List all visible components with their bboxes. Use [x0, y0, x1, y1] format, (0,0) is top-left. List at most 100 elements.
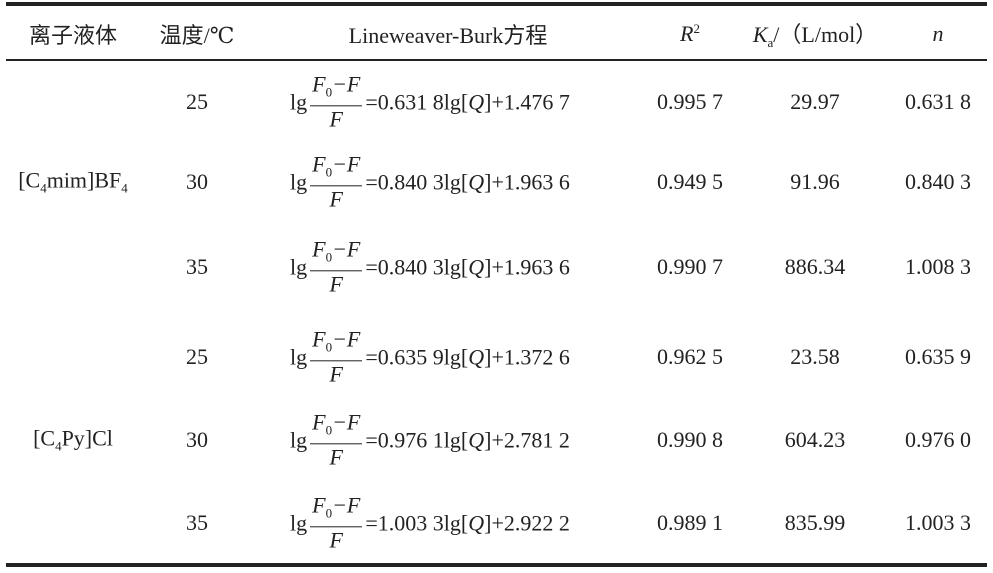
eq-text: F: [312, 409, 326, 435]
denominator: F: [328, 187, 345, 213]
eq-text: F: [329, 106, 343, 132]
r2-value: 0.995 7: [657, 89, 723, 114]
equation-cell: lg F0−F F =0.840 3lg[Q]+1.963 6: [290, 236, 570, 297]
temperature: 35: [186, 254, 208, 279]
n-value: 0.840 3: [905, 169, 971, 194]
eq-text: F: [329, 186, 343, 212]
header-ionic-liquid: 离子液体: [29, 18, 117, 50]
name-part: 4: [55, 438, 62, 454]
temperature: 25: [186, 89, 208, 114]
eq-text: F: [329, 444, 343, 470]
eq-text: ]+1.963 6: [484, 253, 570, 279]
denominator: F: [328, 272, 345, 298]
eq-sub: 0: [325, 339, 333, 355]
eq-text: =0.840 3lg[: [365, 253, 469, 279]
n-cell: 1.008 3: [905, 254, 971, 280]
temperature: 25: [186, 344, 208, 369]
eq-text: −F: [332, 151, 361, 177]
fraction: F0−F F: [310, 71, 363, 132]
r2-value: 0.989 1: [657, 510, 723, 535]
ka-cell: 29.97: [790, 89, 840, 115]
eq-prefix: lg: [290, 88, 308, 114]
ionic-liquid-name: [C4Py]Cl: [33, 425, 113, 454]
temperature-cell: 30: [186, 169, 208, 195]
fraction: F0−F F: [310, 236, 363, 298]
eq-text: ]+1.963 6: [484, 168, 570, 194]
bottom-rule: [6, 563, 987, 567]
eq-text: F: [312, 326, 326, 352]
equation-cell: lg F0−F F =1.003 3lg[Q]+2.922 2: [290, 492, 570, 553]
n-cell: 1.003 3: [905, 510, 971, 536]
top-rule: [6, 2, 987, 6]
eq-text: =0.840 3lg[: [365, 168, 469, 194]
header-text: R: [680, 21, 694, 47]
fraction: F0−F F: [310, 151, 363, 213]
header-sub: a: [767, 35, 774, 51]
numerator: F0−F: [310, 492, 363, 528]
eq-text: −F: [332, 71, 361, 97]
ka-cell: 604.23: [785, 427, 846, 453]
temperature: 35: [186, 510, 208, 535]
r2-cell: 0.989 1: [657, 510, 723, 536]
eq-var: Q: [468, 168, 485, 194]
temperature-cell: 25: [186, 89, 208, 115]
eq-text: F: [312, 151, 326, 177]
eq-sub: 0: [325, 505, 333, 521]
r2-cell: 0.990 8: [657, 427, 723, 453]
header-text: n: [932, 21, 944, 46]
denominator: F: [328, 445, 345, 471]
eq-sub: 0: [325, 249, 333, 265]
n-cell: 0.976 0: [905, 427, 971, 453]
temperature: 30: [186, 169, 208, 194]
eq-text: =0.631 8lg[: [365, 88, 469, 114]
denominator: F: [328, 362, 345, 388]
header-text: 离子液体: [28, 23, 118, 48]
ka-cell: 23.58: [790, 344, 840, 370]
eq-prefix: lg: [290, 426, 308, 452]
ka-value: 604.23: [784, 427, 846, 452]
r2-cell: 0.962 5: [657, 344, 723, 370]
r2-cell: 0.949 5: [657, 169, 723, 195]
eq-text: F: [329, 527, 343, 553]
eq-prefix: lg: [290, 253, 308, 279]
ka-value: 23.58: [790, 344, 840, 369]
eq-text: ]+2.781 2: [484, 426, 570, 452]
ka-value: 886.34: [784, 254, 846, 279]
header-r2: R2: [680, 21, 700, 47]
eq-text: ]+1.372 6: [484, 343, 570, 369]
eq-prefix: lg: [290, 509, 308, 535]
fraction: F0−F F: [310, 326, 363, 388]
r2-value: 0.990 7: [657, 254, 723, 279]
header-ka: Ka/（L/mol）: [753, 17, 877, 51]
eq-text: =0.635 9lg[: [365, 343, 469, 369]
r2-value: 0.990 8: [657, 427, 723, 452]
equation-cell: lg F0−F F =0.631 8lg[Q]+1.476 7: [290, 71, 570, 132]
r2-value: 0.949 5: [657, 169, 723, 194]
ionic-liquid-name: [C4mim]BF4: [18, 167, 128, 196]
header-sup: 2: [693, 20, 700, 36]
numerator: F0−F: [310, 326, 363, 362]
eq-sub: 0: [325, 164, 333, 180]
eq-text: =0.976 1lg[: [365, 426, 469, 452]
n-value: 0.631 8: [905, 89, 971, 114]
ka-value: 91.96: [790, 169, 840, 194]
n-cell: 0.840 3: [905, 169, 971, 195]
temperature-cell: 25: [186, 344, 208, 370]
ka-cell: 91.96: [790, 169, 840, 195]
eq-prefix: lg: [290, 168, 308, 194]
denominator: F: [328, 528, 345, 554]
eq-text: −F: [332, 409, 361, 435]
ka-value: 835.99: [784, 510, 846, 535]
header-temperature: 温度/℃: [160, 18, 235, 50]
ka-cell: 886.34: [785, 254, 846, 280]
eq-var: Q: [468, 88, 485, 114]
numerator: F0−F: [310, 409, 363, 445]
name-part: [C: [18, 167, 41, 193]
header-rule: [6, 59, 987, 61]
header-text: 温度/℃: [159, 23, 235, 48]
r2-value: 0.962 5: [657, 344, 723, 369]
header-text: Lineweaver-Burk方程: [348, 23, 548, 48]
eq-text: −F: [332, 492, 361, 518]
numerator: F0−F: [310, 151, 363, 187]
equation-cell: lg F0−F F =0.840 3lg[Q]+1.963 6: [290, 151, 570, 212]
